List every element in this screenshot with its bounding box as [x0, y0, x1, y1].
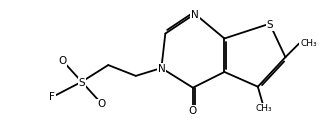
Text: N: N: [158, 64, 165, 74]
Text: O: O: [97, 99, 106, 109]
Text: CH₃: CH₃: [300, 39, 317, 48]
Text: N: N: [191, 10, 199, 20]
Text: CH₃: CH₃: [256, 104, 272, 113]
Text: S: S: [266, 20, 273, 30]
Text: O: O: [189, 106, 197, 116]
Text: O: O: [58, 56, 66, 66]
Text: F: F: [49, 92, 55, 102]
Text: S: S: [78, 78, 85, 88]
